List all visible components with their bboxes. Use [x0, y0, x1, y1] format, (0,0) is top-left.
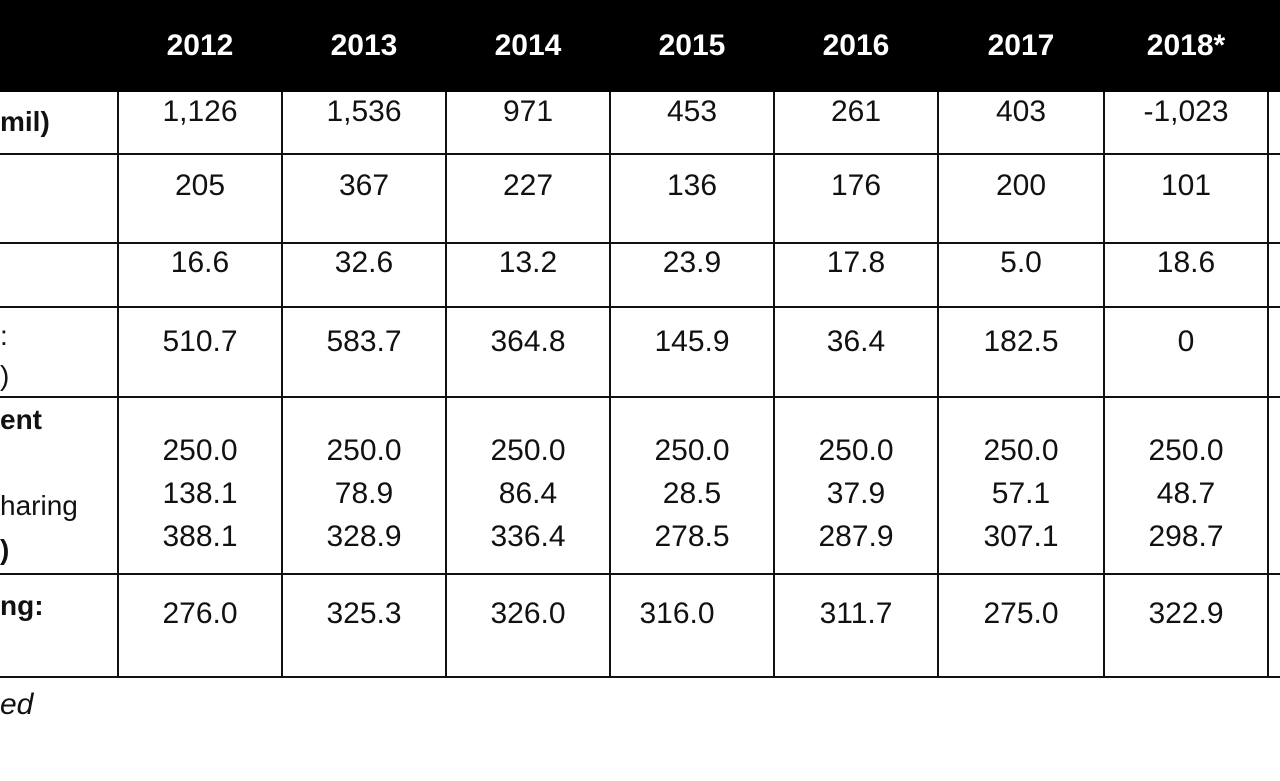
table-cell: 138.1	[162, 477, 238, 510]
row-label: ent	[0, 404, 42, 435]
table-cell: 78.9	[334, 477, 394, 510]
table-cell: 200	[995, 169, 1047, 202]
table-cell: 28.5	[662, 477, 722, 510]
table-cell: 13.2	[498, 246, 558, 279]
table-cell: 227	[502, 169, 554, 202]
table-cell: 250.0	[983, 434, 1059, 467]
column-header-year: 2015	[658, 29, 726, 62]
table-cell: 250.0	[162, 434, 238, 467]
table-cell: 1,126	[162, 95, 238, 128]
table-cell: 250.0	[818, 434, 894, 467]
table-cell: 328.9	[326, 520, 402, 553]
row-divider	[0, 242, 1280, 244]
table-cell: 57.1	[991, 477, 1051, 510]
table-cell: 250.0	[326, 434, 402, 467]
column-header-year: 2012	[166, 29, 234, 62]
table-cell: 37.9	[826, 477, 886, 510]
column-header-year: 2018*	[1146, 29, 1226, 62]
row-label: ng:	[0, 590, 44, 621]
table-cell: 275.0	[983, 597, 1059, 630]
row-label: haring	[0, 490, 78, 521]
table-cell: 278.5	[654, 520, 730, 553]
column-divider	[281, 92, 283, 678]
row-divider	[0, 573, 1280, 575]
table-cell: 32.6	[334, 246, 394, 279]
table-cell: 510.7	[162, 325, 238, 358]
table-cell: 176	[830, 169, 882, 202]
table-cell: 403	[995, 95, 1047, 128]
table-cell: 364.8	[490, 325, 566, 358]
table-cell: 250.0	[490, 434, 566, 467]
column-header-year: 2017	[987, 29, 1055, 62]
table-cell: 48.7	[1156, 477, 1216, 510]
row-divider	[0, 153, 1280, 155]
column-header-year: 2016	[822, 29, 890, 62]
table-cell: 205	[174, 169, 226, 202]
table-cell: 36.4	[826, 325, 886, 358]
table-cell: 182.5	[983, 325, 1059, 358]
table-cell: 136	[666, 169, 718, 202]
footnote: ed	[0, 688, 34, 721]
table-cell: 311.7	[819, 597, 893, 630]
table-header-row	[0, 0, 1280, 92]
table-cell: 0	[1177, 325, 1195, 358]
column-header-year: 2013	[330, 29, 398, 62]
column-divider	[445, 92, 447, 678]
table-cell: 16.6	[170, 246, 230, 279]
table-cell: 322.9	[1148, 597, 1224, 630]
table-cell: 388.1	[162, 520, 238, 553]
table-cell: 276.0	[162, 597, 238, 630]
table-cell: 325.3	[326, 597, 402, 630]
table-cell: 250.0	[1148, 434, 1224, 467]
row-divider	[0, 306, 1280, 308]
row-label: :	[0, 320, 8, 351]
table-cell: 336.4	[490, 520, 566, 553]
table-cell: -1,023	[1143, 95, 1229, 128]
table-cell: 367	[338, 169, 390, 202]
table-cell: 18.6	[1156, 246, 1216, 279]
table-cell: 86.4	[498, 477, 558, 510]
column-divider	[773, 92, 775, 678]
row-label: )	[0, 534, 10, 565]
table-cell: 298.7	[1148, 520, 1224, 553]
table-cell: 5.0	[1000, 246, 1042, 279]
column-divider	[117, 92, 119, 678]
row-label: )	[0, 360, 10, 391]
table-cell: 250.0	[654, 434, 730, 467]
row-divider	[0, 676, 1280, 678]
table-cell: 101	[1160, 169, 1212, 202]
table-cell: 307.1	[983, 520, 1059, 553]
column-divider	[1103, 92, 1105, 678]
table-cell: 287.9	[818, 520, 894, 553]
column-divider	[1267, 92, 1269, 678]
table-cell: 23.9	[662, 246, 722, 279]
table-cell: 583.7	[326, 325, 402, 358]
table-cell: 1,536	[326, 95, 402, 128]
column-divider	[937, 92, 939, 678]
table-cell: 261	[830, 95, 882, 128]
table-cell: 316.0	[639, 597, 715, 630]
column-header-year: 2014	[494, 29, 562, 62]
row-divider	[0, 396, 1280, 398]
table-cell: 17.8	[826, 246, 886, 279]
table-cell: 971	[502, 95, 554, 128]
column-divider	[609, 92, 611, 678]
table-cell: 453	[666, 95, 718, 128]
table-cell: 145.9	[654, 325, 730, 358]
row-label: mil)	[0, 106, 50, 137]
table-cell: 326.0	[490, 597, 566, 630]
